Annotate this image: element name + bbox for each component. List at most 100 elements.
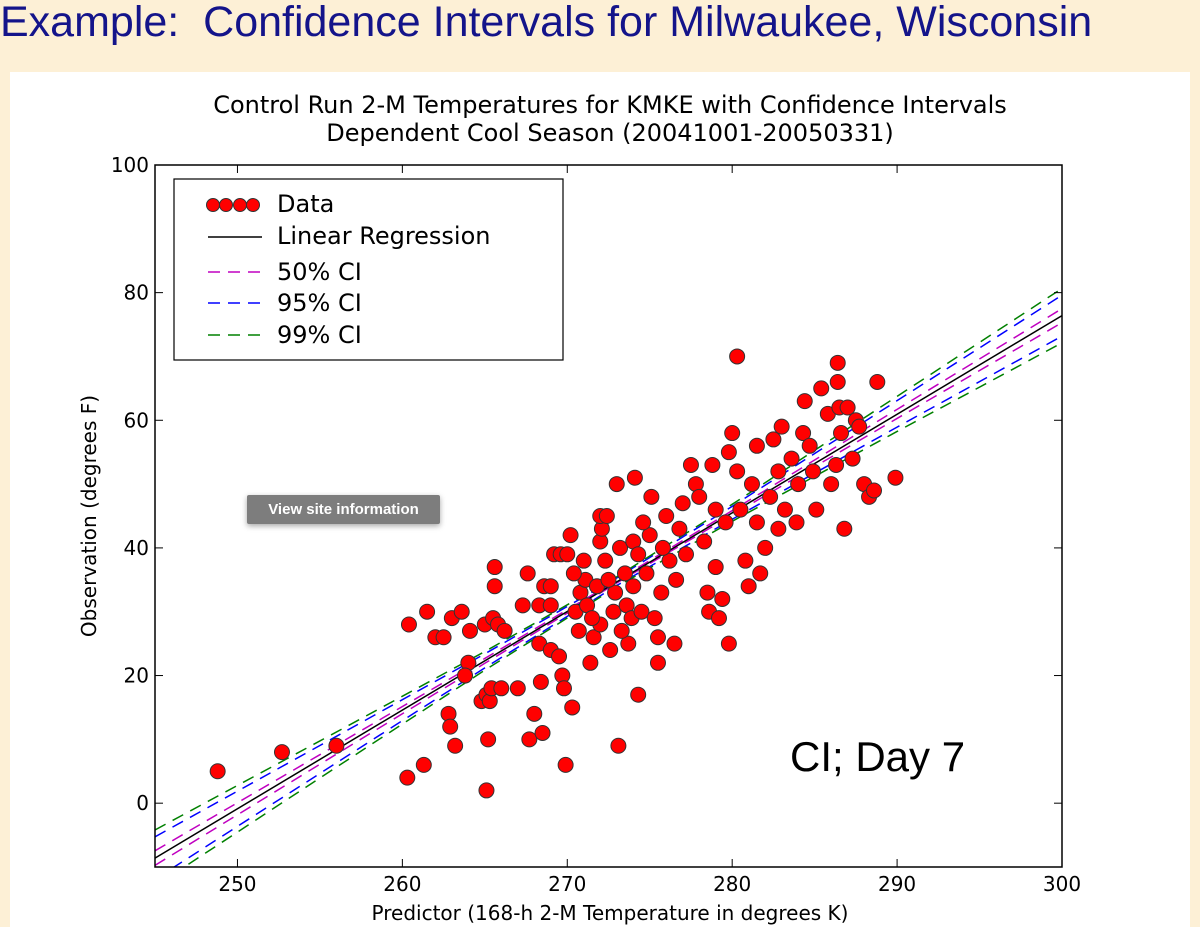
legend-label-ci95: 95% CI [277, 289, 362, 317]
data-point [732, 501, 749, 518]
data-point [653, 584, 670, 601]
data-point [486, 559, 503, 576]
data-point [415, 756, 432, 773]
plot-frame [154, 164, 1063, 868]
data-point [400, 616, 417, 633]
data-point [209, 763, 226, 780]
data-point [630, 686, 647, 703]
data-point [691, 488, 708, 505]
data-point [633, 603, 650, 620]
data-point [696, 533, 713, 550]
y-tick-label: 60 [124, 408, 149, 432]
data-point [762, 488, 779, 505]
data-point [519, 565, 536, 582]
data-point [752, 565, 769, 582]
data-point [442, 718, 459, 735]
data-point [740, 578, 757, 595]
data-point [737, 552, 754, 569]
data-point [724, 425, 741, 442]
view-site-information-tooltip[interactable]: View site information [247, 495, 440, 524]
data-point [575, 552, 592, 569]
data-point [435, 629, 452, 646]
data-point [582, 654, 599, 671]
data-point [608, 476, 625, 493]
data-point [783, 450, 800, 467]
data-point [823, 476, 840, 493]
data-point [419, 603, 436, 620]
chart-subtitle: Dependent Cool Season (20041001-20050331… [326, 119, 894, 147]
data-point [699, 584, 716, 601]
legend: Data Linear Regression 50% CI 95% CI 99%… [173, 178, 564, 361]
data-point [641, 527, 658, 544]
data-point [828, 456, 845, 473]
data-point [605, 603, 622, 620]
data-point [770, 463, 787, 480]
data-point [565, 565, 582, 582]
data-point [602, 642, 619, 659]
y-tick-label: 20 [124, 664, 149, 688]
data-point [658, 508, 675, 524]
data-point [710, 610, 727, 627]
data-point [616, 565, 633, 582]
data-point [273, 744, 290, 761]
data-point [770, 520, 787, 537]
data-point [626, 469, 643, 486]
x-tick-label: 250 [218, 872, 256, 896]
x-tick-label: 270 [548, 872, 586, 896]
data-point [457, 667, 474, 684]
data-point [597, 552, 614, 569]
data-point [729, 463, 746, 480]
data-point [757, 539, 774, 556]
chart-title: Control Run 2-M Temperatures for KMKE wi… [213, 91, 1007, 119]
ci-99-upper-line [155, 287, 1062, 831]
data-point [480, 731, 497, 748]
y-axis-label: Observation (degrees F) [77, 395, 101, 637]
data-point [707, 559, 724, 576]
x-tick-label: 280 [713, 872, 751, 896]
data-point [869, 373, 886, 390]
data-point [674, 495, 691, 512]
data-point [453, 603, 470, 620]
data-point [813, 380, 830, 397]
data-point [638, 565, 655, 582]
data-point [887, 469, 904, 486]
data-point [661, 552, 678, 569]
data-point [829, 354, 846, 371]
data-point [720, 444, 737, 461]
data-point [486, 578, 503, 595]
data-point [804, 463, 821, 480]
data-point [788, 514, 805, 531]
data-point [328, 737, 345, 754]
data-point [514, 597, 531, 614]
data-point [707, 501, 724, 518]
data-point [654, 539, 671, 556]
data-point [585, 629, 602, 646]
x-tick-label: 290 [878, 872, 916, 896]
data-point [776, 501, 793, 518]
data-point [496, 622, 513, 639]
data-point [729, 348, 746, 365]
legend-label-ci99: 99% CI [277, 321, 362, 349]
data-point [643, 488, 660, 505]
legend-data-marker [206, 198, 260, 212]
y-tick-label: 0 [136, 791, 149, 815]
data-point [509, 680, 526, 697]
data-point [630, 546, 647, 563]
axis-ticks: 250 260 270 280 290 300 0 20 40 60 80 100 [111, 153, 1081, 896]
data-point [570, 622, 587, 639]
data-point [801, 437, 818, 454]
data-point [532, 673, 549, 690]
data-point [796, 393, 813, 410]
day-annotation: CI; Day 7 [790, 733, 966, 780]
data-point [720, 635, 737, 652]
data-point [790, 476, 807, 493]
data-point [461, 622, 478, 639]
y-tick-label: 80 [124, 281, 149, 305]
data-point [773, 418, 790, 435]
data-point [542, 597, 559, 614]
data-point [646, 610, 663, 627]
data-point [600, 571, 617, 588]
data-point [748, 514, 765, 531]
x-tick-label: 300 [1043, 872, 1081, 896]
data-point [635, 514, 652, 531]
